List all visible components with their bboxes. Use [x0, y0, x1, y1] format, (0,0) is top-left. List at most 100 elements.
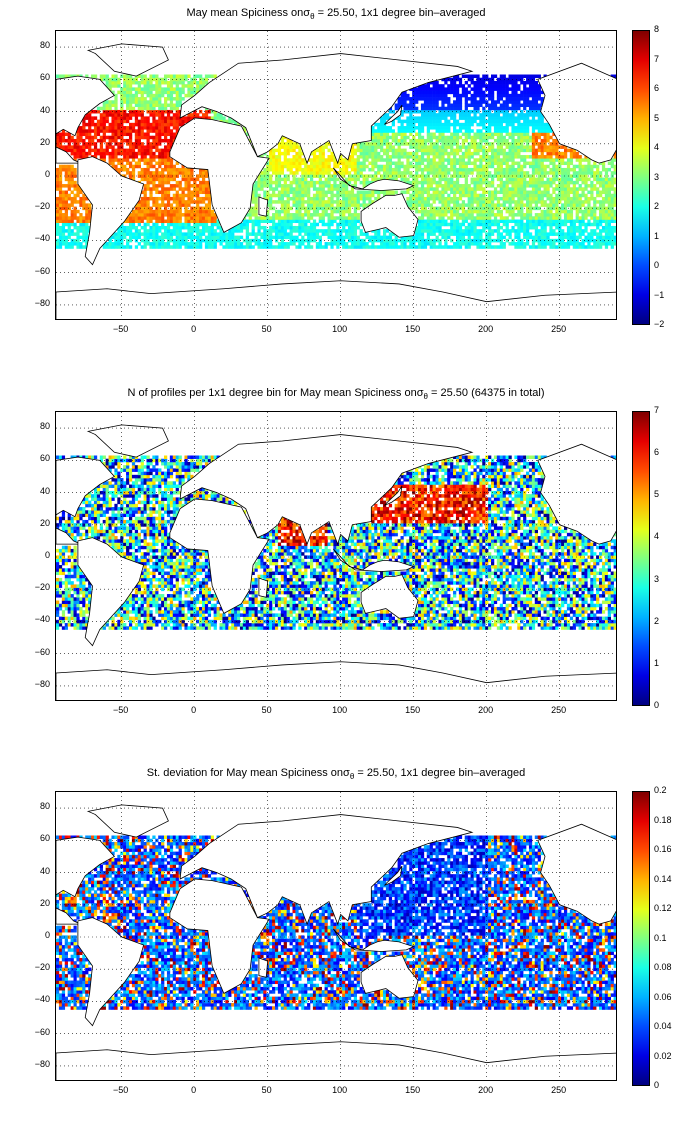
- data-bin: [146, 126, 150, 130]
- data-bin: [467, 74, 471, 79]
- data-bin: [485, 196, 489, 201]
- data-bin: [251, 209, 255, 214]
- data-bin: [324, 245, 328, 249]
- data-bin: [362, 190, 366, 195]
- data-bin: [184, 225, 188, 230]
- data-bin: [79, 132, 83, 137]
- data-bin: [120, 238, 124, 243]
- data-bin: [204, 238, 209, 243]
- data-bin: [126, 229, 130, 233]
- data-bin: [382, 129, 387, 133]
- data-bin: [117, 232, 121, 236]
- data-bin: [400, 174, 404, 178]
- data-bin: [96, 122, 101, 127]
- data-bin: [385, 145, 390, 149]
- data-bin: [467, 84, 471, 88]
- data-bin: [473, 225, 477, 230]
- data-bin: [73, 187, 77, 191]
- data-bin: [479, 148, 483, 153]
- data-bin: [88, 138, 92, 143]
- data-bin: [502, 119, 506, 124]
- data-bin: [166, 235, 171, 240]
- data-bin: [394, 138, 398, 143]
- data-bin: [164, 129, 168, 133]
- data-bin: [318, 196, 322, 201]
- data-bin: [353, 216, 358, 220]
- data-bin: [438, 84, 442, 88]
- data-bin: [447, 113, 451, 117]
- data-bin: [172, 245, 176, 249]
- data-bin: [423, 238, 428, 243]
- data-bin: [216, 222, 220, 227]
- data-bin: [391, 232, 395, 236]
- data-bin: [126, 119, 130, 124]
- data-bin: [353, 164, 358, 169]
- data-bin: [161, 77, 165, 82]
- data-bin: [406, 203, 410, 207]
- data-bin: [88, 142, 92, 146]
- data-bin: [429, 126, 433, 130]
- data-bin: [423, 190, 428, 195]
- data-bin: [149, 190, 153, 195]
- data-bin: [149, 216, 153, 220]
- data-bin: [444, 171, 448, 175]
- data-bin: [491, 161, 495, 166]
- data-bin: [476, 193, 480, 198]
- data-bin: [295, 203, 299, 207]
- data-bin: [470, 119, 474, 124]
- data-bin: [64, 219, 68, 224]
- data-bin: [166, 213, 171, 217]
- data-bin: [301, 203, 305, 207]
- data-bin: [210, 222, 214, 227]
- data-bin: [190, 235, 194, 240]
- data-bin: [371, 161, 375, 166]
- data-bin: [368, 151, 372, 156]
- data-bin: [216, 238, 220, 243]
- data-bin: [409, 161, 413, 166]
- data-bin: [479, 129, 483, 133]
- data-bin: [169, 167, 174, 172]
- data-bin: [58, 209, 63, 214]
- data-bin: [82, 193, 86, 198]
- data-bin: [324, 206, 328, 211]
- data-bin: [482, 93, 486, 98]
- data-bin: [169, 161, 174, 166]
- data-bin: [131, 113, 136, 117]
- data-bin: [152, 142, 156, 146]
- data-bin: [353, 196, 358, 201]
- data-bin: [166, 190, 171, 195]
- data-bin: [237, 229, 241, 233]
- data-bin: [374, 235, 378, 240]
- data-bin: [134, 119, 139, 124]
- data-bin: [149, 74, 153, 79]
- data-bin: [201, 113, 206, 117]
- data-bin: [420, 203, 425, 207]
- data-bin: [415, 100, 419, 104]
- data-bin: [219, 232, 223, 236]
- data-bin: [309, 213, 314, 217]
- data-bin: [190, 216, 194, 220]
- data-bin: [534, 229, 539, 233]
- data-bin: [441, 138, 445, 143]
- data-bin: [479, 167, 483, 172]
- data-bin: [70, 245, 74, 249]
- data-bin: [397, 142, 401, 146]
- data-bin: [120, 135, 124, 140]
- data-bin: [444, 148, 448, 153]
- data-bin: [158, 148, 162, 153]
- data-bin: [239, 225, 244, 230]
- data-bin: [301, 158, 305, 162]
- data-bin: [231, 245, 235, 249]
- data-bin: [365, 145, 369, 149]
- data-bin: [292, 174, 296, 178]
- data-bin: [438, 167, 442, 172]
- data-bin: [496, 80, 501, 85]
- data-bin: [283, 229, 287, 233]
- data-bin: [204, 229, 209, 233]
- data-bin: [455, 245, 460, 249]
- data-bin: [295, 219, 299, 224]
- data-bin: [403, 151, 407, 156]
- data-bin: [453, 122, 457, 127]
- data-bin: [531, 116, 536, 120]
- data-bin: [350, 229, 355, 233]
